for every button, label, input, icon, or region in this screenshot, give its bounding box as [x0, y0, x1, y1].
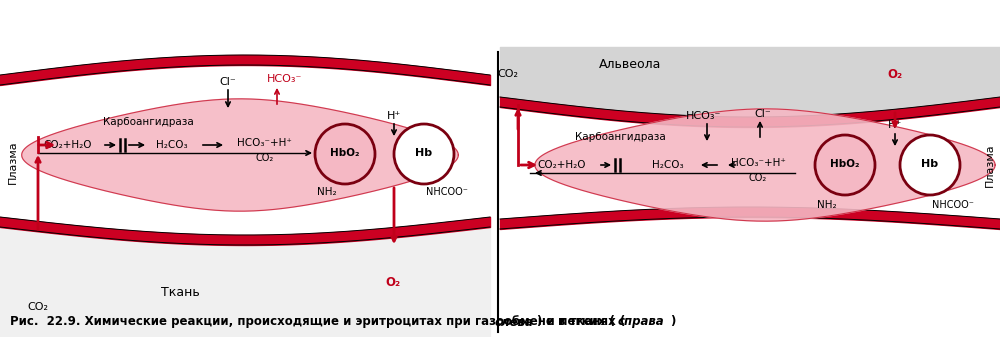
Text: Cl⁻: Cl⁻	[755, 109, 771, 119]
Text: CO₂+H₂O: CO₂+H₂O	[538, 160, 586, 170]
Text: HbO₂: HbO₂	[830, 159, 860, 169]
Text: CO₂: CO₂	[28, 302, 48, 312]
Polygon shape	[22, 99, 458, 211]
Text: HCO₃⁻+H⁺: HCO₃⁻+H⁺	[731, 158, 785, 168]
Text: O₂: O₂	[385, 276, 401, 288]
Text: ) и легких (: ) и легких (	[537, 315, 615, 329]
Text: HCO₃⁻+H⁺: HCO₃⁻+H⁺	[237, 138, 291, 148]
Text: Плазма: Плазма	[985, 143, 995, 187]
Text: Hb: Hb	[415, 148, 433, 158]
Text: H⁺: H⁺	[888, 120, 902, 130]
Text: O₂: O₂	[887, 67, 903, 81]
Text: ): )	[670, 315, 675, 329]
Text: Рис.  22.9. Химические реакции, происходящие и эритроцитах при газообмене в ткан: Рис. 22.9. Химические реакции, происходя…	[10, 315, 625, 329]
Text: Альвеола: Альвеола	[599, 59, 661, 71]
Text: CO₂: CO₂	[498, 69, 518, 79]
Text: Карбоангидраза: Карбоангидраза	[575, 132, 665, 142]
Bar	[0, 47, 490, 337]
Polygon shape	[535, 109, 995, 221]
Text: HCO₃⁻: HCO₃⁻	[686, 111, 722, 121]
Text: H₂CO₃: H₂CO₃	[652, 160, 684, 170]
Text: HbO₂: HbO₂	[330, 148, 360, 158]
Circle shape	[900, 135, 960, 195]
Bar	[500, 47, 1000, 337]
Text: NH₂: NH₂	[317, 187, 337, 197]
Text: CO₂: CO₂	[256, 153, 274, 163]
Text: справа: справа	[618, 315, 665, 329]
Text: CO₂+H₂O: CO₂+H₂O	[44, 140, 92, 150]
Text: NHCOO⁻: NHCOO⁻	[932, 200, 974, 210]
Text: H₂CO₃: H₂CO₃	[156, 140, 188, 150]
Text: HCO₃⁻: HCO₃⁻	[267, 74, 303, 84]
Text: Карбоангидраза: Карбоангидраза	[103, 117, 193, 127]
Text: Плазма: Плазма	[8, 140, 18, 184]
Circle shape	[394, 124, 454, 184]
Text: CO₂: CO₂	[749, 173, 767, 183]
Circle shape	[315, 124, 375, 184]
Text: Hb: Hb	[921, 159, 939, 169]
Circle shape	[815, 135, 875, 195]
Text: слева: слева	[495, 315, 534, 329]
Text: NH₂: NH₂	[817, 200, 837, 210]
Text: Ткань: Ткань	[161, 285, 199, 299]
Text: Cl⁻: Cl⁻	[220, 77, 236, 87]
Text: NHCOO⁻: NHCOO⁻	[426, 187, 468, 197]
Text: H⁺: H⁺	[387, 111, 401, 121]
